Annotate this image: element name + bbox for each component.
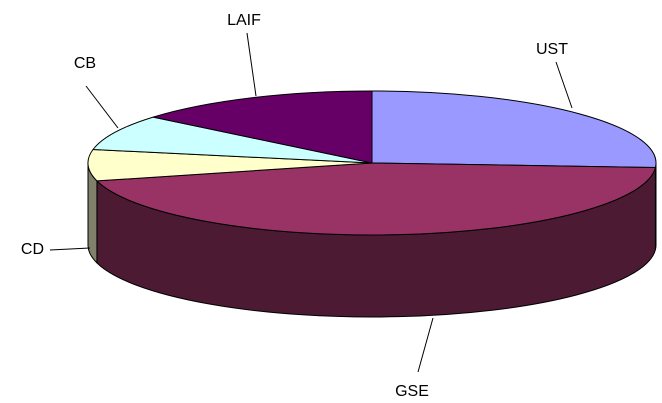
slice-cd — [87, 149, 373, 182]
leader-lines — [49, 32, 573, 373]
slice-gse — [96, 162, 656, 236]
slice-label-cb: CB — [74, 55, 96, 72]
slice-labels: UST GSE CD CB LAIF — [21, 12, 568, 400]
slice-label-laif: LAIF — [227, 12, 261, 29]
slice-label-cd: CD — [21, 241, 44, 258]
slice-cb — [92, 116, 373, 164]
leader-line-laif — [246, 32, 257, 97]
leader-line-gse — [417, 317, 434, 373]
slice-ust — [371, 90, 657, 169]
leader-line-ust — [555, 61, 573, 109]
leader-line-cd — [49, 247, 91, 251]
slice-label-gse: GSE — [395, 383, 429, 400]
slice-label-ust: UST — [536, 41, 568, 58]
pie-tops — [87, 90, 657, 236]
leader-line-cb — [85, 85, 119, 129]
slice-laif — [152, 90, 373, 164]
